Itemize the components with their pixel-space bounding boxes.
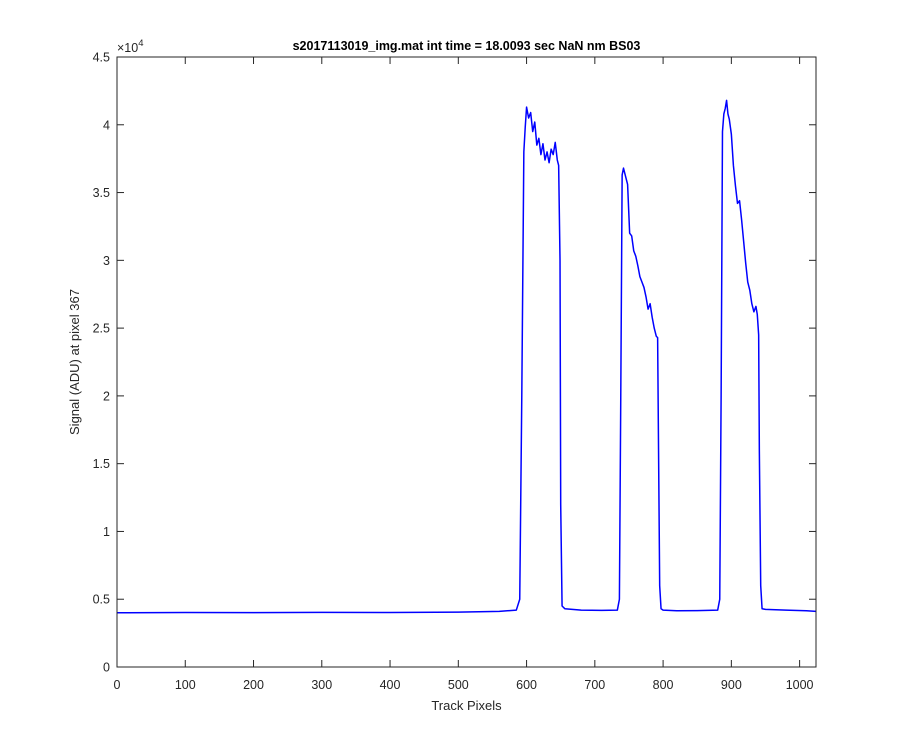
y-tick-label: 0.5 <box>93 593 110 607</box>
x-tick-label: 1000 <box>786 678 814 692</box>
y-tick-label: 2.5 <box>93 322 110 336</box>
x-tick-label: 800 <box>653 678 674 692</box>
x-tick-label: 400 <box>380 678 401 692</box>
chart-title: s2017113019_img.mat int time = 18.0093 s… <box>293 39 641 53</box>
y-tick-label: 2 <box>103 389 110 403</box>
x-tick-label: 200 <box>243 678 264 692</box>
axes-box <box>116 56 817 668</box>
y-axis-exponent: ×104 <box>117 38 144 55</box>
y-tick-label: 3.5 <box>93 186 110 200</box>
y-tick-label: 3 <box>103 254 110 268</box>
series-line-0 <box>116 99 817 614</box>
y-tick-label: 1 <box>103 525 110 539</box>
x-tick-label: 700 <box>584 678 605 692</box>
x-tick-label: 500 <box>448 678 469 692</box>
y-axis-exponent-base: ×10 <box>117 41 138 55</box>
y-axis-exponent-power: 4 <box>138 38 143 49</box>
x-tick-label: 900 <box>721 678 742 692</box>
y-tick-label: 4.5 <box>93 51 110 65</box>
x-tick-label: 300 <box>311 678 332 692</box>
x-tick-label: 600 <box>516 678 537 692</box>
series-layer <box>116 99 817 614</box>
y-tick-label: 4 <box>103 118 110 132</box>
x-tick-label: 0 <box>114 678 121 692</box>
y-axis-label: Signal (ADU) at pixel 367 <box>67 289 82 435</box>
x-axis-label: Track Pixels <box>431 698 502 713</box>
y-tick-label: 1.5 <box>93 457 110 471</box>
plot-area <box>117 57 816 667</box>
x-tick-label: 100 <box>175 678 196 692</box>
axes-layer: 0 100 200 300 400 500 600 700 800 900 1000 0 0.5 1 1.5… <box>93 51 817 692</box>
y-tick-label: 0 <box>103 661 110 675</box>
